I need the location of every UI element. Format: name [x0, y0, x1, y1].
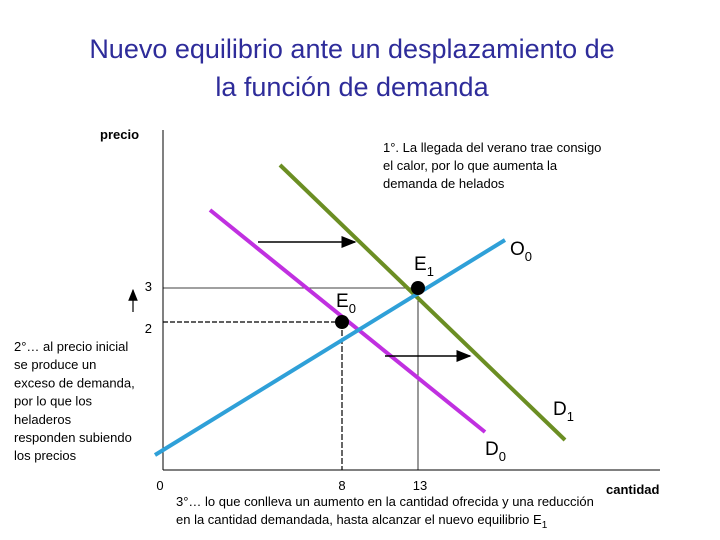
note-line: responden subiendo	[14, 430, 132, 445]
label-sub: 0	[499, 449, 506, 464]
supply-curve	[153, 238, 507, 457]
note-line: 3°… lo que conlleva un aumento en la can…	[176, 494, 594, 509]
point-label: E1	[414, 254, 434, 279]
equilibrium-point	[335, 315, 349, 329]
note-text: en la cantidad demandada, hasta alcanzar…	[176, 512, 542, 527]
note-line: en la cantidad demandada, hasta alcanzar…	[176, 512, 548, 531]
note-line: por lo que los	[14, 394, 93, 409]
x-axis-label: cantidad	[606, 482, 660, 497]
curve-label: D1	[553, 399, 574, 424]
note: 2°… al precio inicial se produce un exceso…	[14, 339, 135, 463]
x-tick-label: 8	[338, 478, 345, 493]
equilibrium-point	[411, 281, 425, 295]
y-tick-label: 3	[145, 279, 152, 294]
title-line: Nuevo equilibrio ante un desplazamiento …	[89, 34, 614, 64]
note-line: los precios	[14, 448, 77, 463]
label-main: D	[553, 399, 567, 420]
note-line: 1°. La llegada del verano trae consigo	[383, 140, 601, 155]
label-sub: 1	[427, 264, 434, 279]
x-tick-label: 0	[156, 478, 163, 493]
note-line: demanda de helados	[383, 176, 505, 191]
note-line: 2°… al precio inicial	[14, 339, 128, 354]
curve-label: O0	[510, 239, 532, 264]
note-line: heladeros	[14, 412, 72, 427]
label-main: D	[485, 439, 499, 460]
y-axis-label: precio	[100, 127, 139, 142]
label-sub: 0	[349, 301, 356, 316]
note-line: se produce un	[14, 357, 96, 372]
label-sub: 0	[525, 249, 532, 264]
title-line: la función de demanda	[215, 72, 489, 102]
x-tick-label: 13	[413, 478, 427, 493]
note-sub: 1	[542, 520, 548, 531]
label-main: E	[414, 254, 427, 275]
label-main: E	[336, 291, 349, 312]
note: 1°. La llegada del verano trae consigo el…	[383, 140, 601, 191]
y-tick-label: 2	[145, 321, 152, 336]
label-main: O	[510, 239, 525, 260]
curve-label: D0	[485, 439, 506, 464]
label-sub: 1	[567, 409, 574, 424]
note-line: exceso de demanda,	[14, 375, 135, 390]
demand-curve-new	[278, 163, 567, 442]
point-label: E0	[336, 291, 356, 316]
note-line: el calor, por lo que aumenta la	[383, 158, 558, 173]
